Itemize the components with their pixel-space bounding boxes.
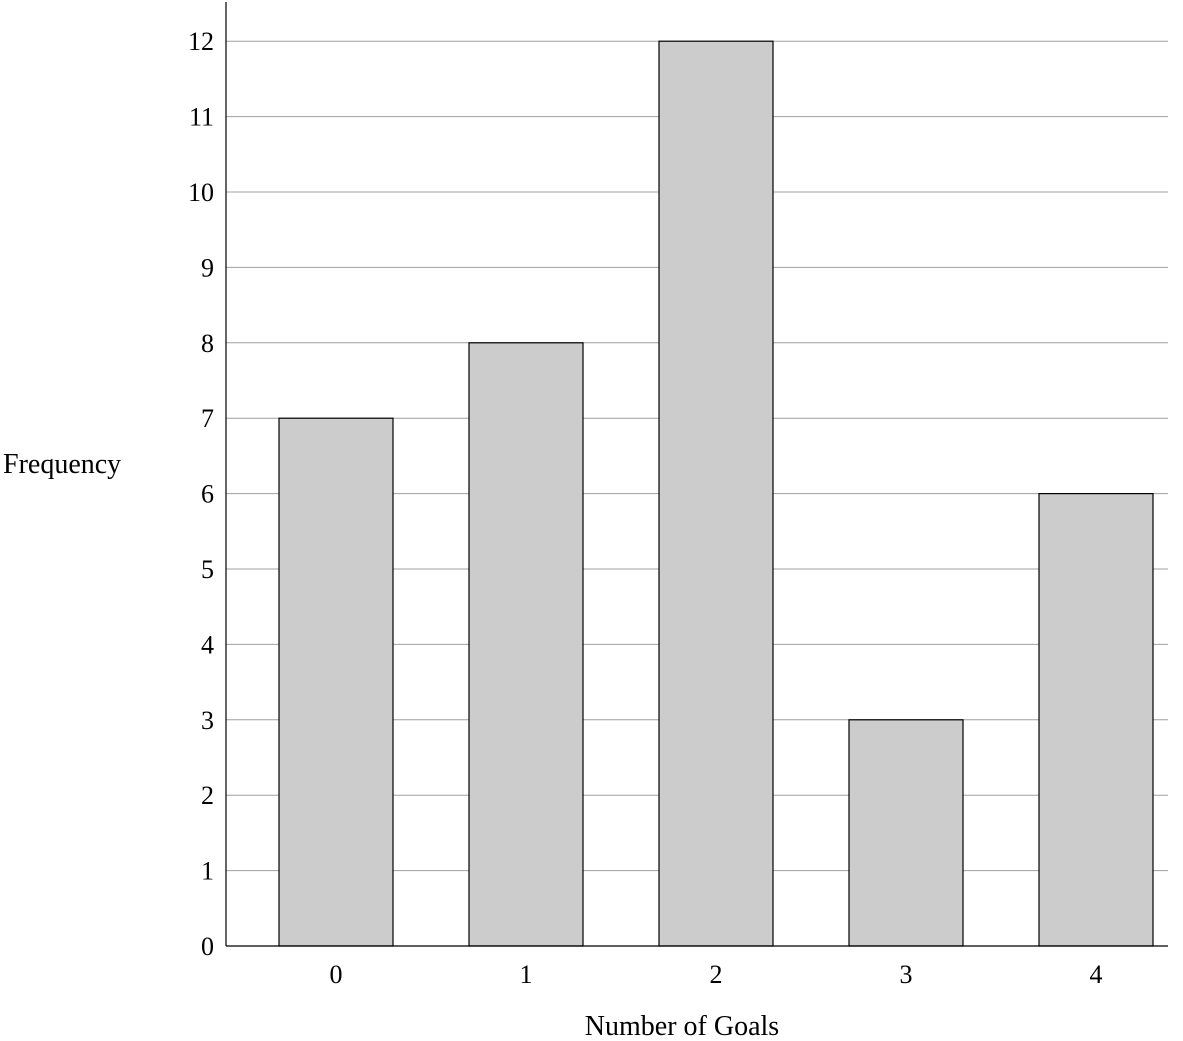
y-tick-label: 9 xyxy=(201,253,214,282)
x-axis-title: Number of Goals xyxy=(585,1011,779,1041)
x-tick-labels: 0 1 2 3 4 xyxy=(330,960,1103,989)
y-tick-label: 10 xyxy=(188,178,214,207)
y-tick-label: 11 xyxy=(189,103,214,132)
y-tick-label: 0 xyxy=(201,932,214,961)
y-tick-label: 5 xyxy=(201,555,214,584)
y-tick-label: 7 xyxy=(201,404,214,433)
y-tick-label: 6 xyxy=(201,480,214,509)
x-tick-label: 4 xyxy=(1090,960,1103,989)
x-tick-label: 3 xyxy=(900,960,913,989)
bars xyxy=(278,40,1154,947)
bar-4 xyxy=(1038,493,1154,947)
y-tick-label: 8 xyxy=(201,329,214,358)
y-tick-label: 3 xyxy=(201,706,214,735)
bar-2 xyxy=(658,40,774,947)
x-tick-label: 2 xyxy=(710,960,723,989)
y-tick-label: 1 xyxy=(201,857,214,886)
y-tick-label: 2 xyxy=(201,781,214,810)
bar-3 xyxy=(848,719,964,947)
y-axis-title: Frequency xyxy=(3,449,121,480)
bar-0 xyxy=(278,417,394,947)
bar-1 xyxy=(468,342,584,947)
y-tick-label: 12 xyxy=(188,27,214,56)
y-tick-label: 4 xyxy=(201,630,214,659)
x-tick-label: 0 xyxy=(330,960,343,989)
axes xyxy=(225,2,1168,947)
x-tick-label: 1 xyxy=(520,960,533,989)
